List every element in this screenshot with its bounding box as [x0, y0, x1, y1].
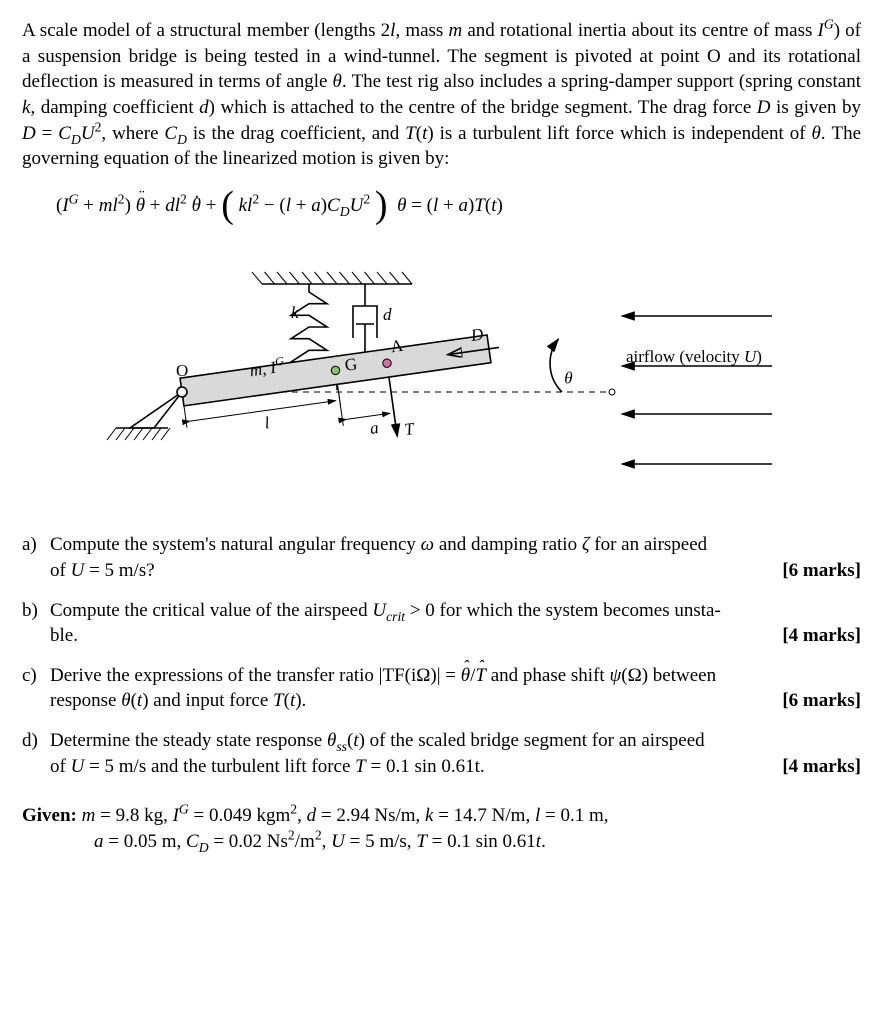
question-marks: [6 marks]: [782, 688, 861, 714]
question-label: d): [22, 728, 50, 779]
question-body: Derive the expressions of the transfer r…: [50, 663, 861, 714]
question-line2: ble.[4 marks]: [50, 623, 861, 649]
question-b: b)Compute the critical value of the airs…: [22, 598, 861, 649]
svg-text:airflow (velocity U): airflow (velocity U): [626, 347, 762, 366]
figure: kdGAm, IGDTlaOθairflow (velocity U): [22, 244, 861, 504]
svg-text:l: l: [263, 413, 271, 433]
question-label: c): [22, 663, 50, 714]
question-a: a)Compute the system's natural angular f…: [22, 532, 861, 583]
question-marks: [4 marks]: [782, 754, 861, 780]
question-line2: response θ(t) and input force T(t).[6 ma…: [50, 688, 861, 714]
given-block: Given: m = 9.8 kg, IG = 0.049 kgm2, d = …: [22, 803, 861, 854]
question-label: b): [22, 598, 50, 649]
question-line1: Determine the steady state response θss(…: [50, 728, 861, 754]
question-body: Compute the system's natural angular fre…: [50, 532, 861, 583]
page: A scale model of a structural member (le…: [0, 0, 883, 877]
svg-text:A: A: [389, 336, 405, 357]
question-line1: Compute the system's natural angular fre…: [50, 532, 861, 558]
svg-text:O: O: [176, 361, 188, 380]
svg-text:θ: θ: [564, 369, 572, 388]
question-line2: of U = 5 m/s and the turbulent lift forc…: [50, 754, 861, 780]
question-marks: [6 marks]: [782, 558, 861, 584]
question-marks: [4 marks]: [782, 623, 861, 649]
question-c: c)Derive the expressions of the transfer…: [22, 663, 861, 714]
question-body: Compute the critical value of the airspe…: [50, 598, 861, 649]
given-line2: a = 0.05 m, CD = 0.02 Ns2/m2, U = 5 m/s,…: [94, 829, 861, 855]
svg-text:G: G: [343, 355, 358, 376]
svg-text:D: D: [468, 325, 485, 346]
question-d: d)Determine the steady state response θs…: [22, 728, 861, 779]
question-line1: Derive the expressions of the transfer r…: [50, 663, 861, 689]
given-label: Given:: [22, 805, 77, 826]
problem-statement: A scale model of a structural member (le…: [22, 18, 861, 172]
question-list: a)Compute the system's natural angular f…: [22, 532, 861, 779]
question-line1: Compute the critical value of the airspe…: [50, 598, 861, 624]
figure-svg: kdGAm, IGDTlaOθairflow (velocity U): [62, 244, 822, 504]
svg-text:k: k: [291, 303, 299, 322]
svg-text:T: T: [403, 419, 417, 439]
svg-text:a: a: [368, 418, 379, 438]
svg-text:d: d: [383, 305, 392, 324]
question-line2: of U = 5 m/s?[6 marks]: [50, 558, 861, 584]
given-line1: Given: m = 9.8 kg, IG = 0.049 kgm2, d = …: [22, 803, 861, 829]
governing-equation: (IG + ml2) θ + dl2 θ + ( kl2 − (l + a)CD…: [56, 190, 861, 220]
question-body: Determine the steady state response θss(…: [50, 728, 861, 779]
question-label: a): [22, 532, 50, 583]
